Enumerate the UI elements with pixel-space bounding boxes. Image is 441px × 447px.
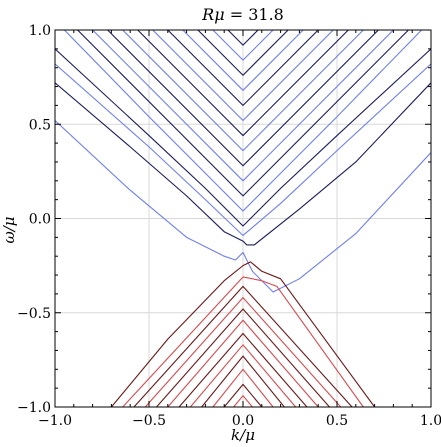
series-line-upper-4 (64, 30, 422, 212)
x-tick-label-4: 1.0 (420, 413, 441, 429)
series-line-upper-7 (107, 30, 379, 167)
y-tick-label-4: 1.0 (29, 23, 51, 39)
series-line-lower-22 (178, 332, 308, 407)
series-line-upper-2 (55, 63, 431, 237)
series-line-upper-9 (137, 30, 349, 137)
x-tick-label-3: 0.5 (326, 413, 348, 429)
y-tick-label-1: −0.5 (17, 306, 51, 322)
series-line-lower-24 (201, 355, 285, 407)
y-tick-label-3: 0.5 (29, 117, 51, 133)
y-tick-label-2: 0.0 (29, 212, 51, 228)
series-line-upper-1 (55, 82, 431, 246)
plot-area (55, 30, 431, 407)
series-line-upper-14 (212, 30, 274, 61)
x-tick-label-1: −0.5 (132, 413, 166, 429)
chart-title: Rμ = 31.8 (201, 5, 284, 24)
x-axis-label: k/μ (231, 426, 255, 444)
chart-title-symbol: Rμ (201, 5, 224, 24)
series-line-upper-11 (167, 30, 319, 106)
y-tick-label-0: −1.0 (17, 400, 51, 416)
tick-labels: −1.0 −0.5 0.0 0.5 1.0 −1.0 −0.5 0.0 0.5 1.0 (17, 23, 441, 429)
series-line-upper-8 (122, 30, 364, 152)
series-line-lower-25 (212, 368, 274, 407)
series-line-upper-5 (77, 30, 409, 197)
series-line-lower-16 (110, 261, 376, 407)
chart-title-equals: = (225, 5, 249, 24)
series-line-upper-12 (182, 30, 304, 91)
series-line-upper-6 (92, 30, 394, 182)
series-line-upper-13 (197, 30, 289, 76)
series-line-lower-17 (122, 276, 364, 407)
series-line-lower-21 (167, 319, 319, 407)
x-tick-label-0: −1.0 (38, 413, 72, 429)
series-line-lower-20 (156, 308, 330, 407)
series-line-upper-15 (227, 30, 259, 46)
series-line-lower-27 (233, 395, 253, 407)
grid-lines (54, 29, 432, 408)
chart-title-value: 31.8 (248, 5, 284, 24)
series-line-upper-3 (55, 48, 431, 227)
series-line-upper-0 (55, 120, 431, 293)
x-tick-label-2: 0.0 (232, 413, 254, 429)
series-line-lower-19 (144, 297, 342, 407)
series-line-lower-18 (133, 285, 353, 407)
y-axis-label: ω/μ (0, 216, 18, 243)
series-line-lower-23 (189, 344, 297, 407)
axis-ticks (54, 29, 432, 408)
series-line-upper-10 (152, 30, 334, 122)
series-line-lower-26 (223, 383, 263, 407)
